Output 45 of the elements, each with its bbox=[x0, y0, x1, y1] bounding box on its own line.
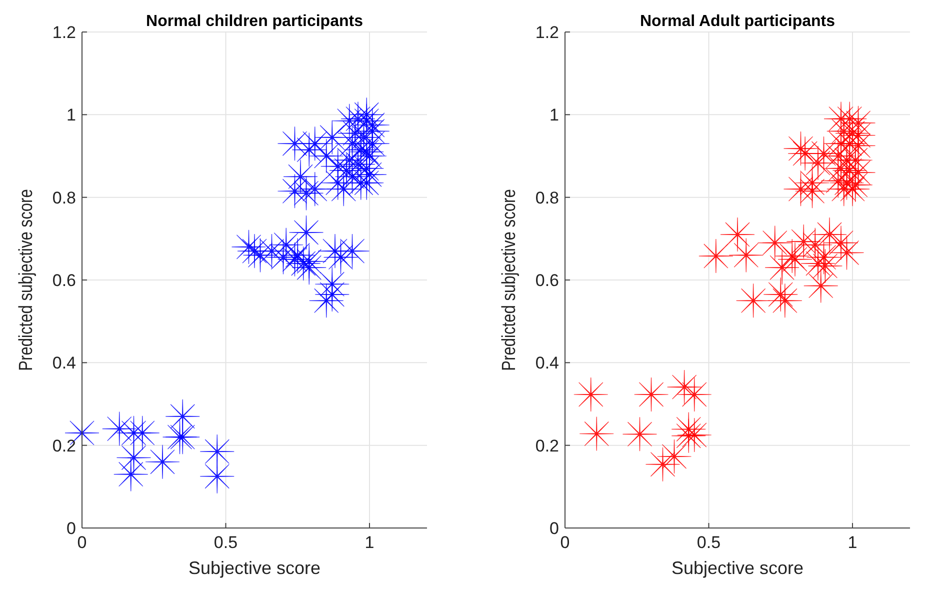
point bbox=[794, 166, 830, 200]
point bbox=[656, 439, 692, 474]
y-tick-label: 1.2 bbox=[52, 23, 76, 42]
point bbox=[698, 238, 734, 274]
point bbox=[728, 238, 764, 272]
y-tick-label: 1 bbox=[66, 106, 76, 125]
point bbox=[677, 377, 712, 412]
y-tick-label: 0.8 bbox=[535, 188, 559, 208]
y-tick-label: 0 bbox=[550, 519, 559, 538]
point bbox=[667, 370, 702, 404]
y-tick-label: 0.4 bbox=[535, 354, 559, 373]
point bbox=[806, 136, 842, 171]
point bbox=[736, 283, 771, 318]
point bbox=[768, 283, 802, 318]
y-tick-label: 0.2 bbox=[535, 436, 559, 456]
x-tick-label: 1 bbox=[848, 533, 858, 552]
y-tick-label: 0.6 bbox=[535, 271, 559, 290]
x-axis-title: Subjective score bbox=[188, 558, 321, 578]
point bbox=[812, 217, 847, 252]
point bbox=[720, 217, 755, 252]
chart-title: Normal children participants bbox=[146, 13, 364, 30]
y-tick-label: 0.6 bbox=[52, 271, 76, 290]
y-tick-label: 1.2 bbox=[535, 23, 559, 42]
point bbox=[622, 416, 658, 452]
y-tick-label: 0.8 bbox=[52, 188, 76, 208]
y-axis-title: Predicted subjective score bbox=[14, 189, 36, 371]
point bbox=[800, 246, 836, 281]
y-tick-label: 1 bbox=[550, 106, 559, 125]
point bbox=[677, 418, 712, 452]
point bbox=[574, 377, 608, 412]
y-tick-label: 0.4 bbox=[52, 354, 76, 373]
x-tick-label: 1 bbox=[364, 533, 374, 552]
chart-title: Normal Adult participants bbox=[640, 13, 836, 30]
x-axis-title: Subjective score bbox=[671, 558, 804, 578]
y-tick-label: 0.2 bbox=[52, 436, 76, 456]
point bbox=[634, 377, 669, 412]
point bbox=[579, 416, 614, 452]
y-tick-label: 0 bbox=[66, 519, 76, 538]
x-tick-label: 0.5 bbox=[214, 533, 238, 552]
point bbox=[758, 226, 792, 260]
point bbox=[645, 447, 680, 482]
y-axis-title: Predicted subjective score bbox=[498, 189, 520, 371]
point bbox=[829, 235, 864, 270]
point bbox=[804, 268, 838, 304]
x-tick-label: 0.5 bbox=[696, 533, 721, 552]
